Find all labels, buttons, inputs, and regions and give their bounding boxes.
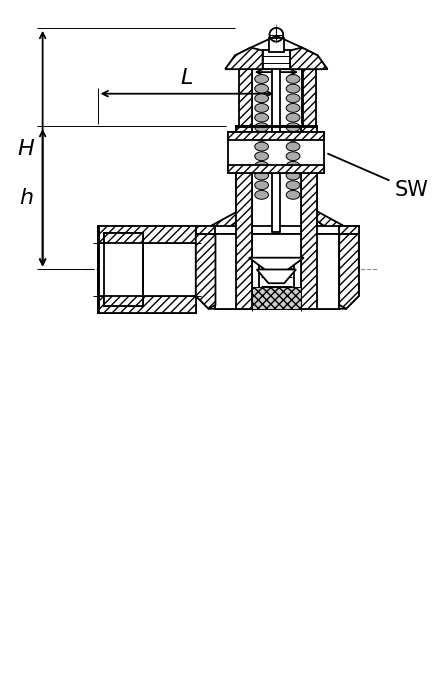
Bar <box>98 296 196 313</box>
Ellipse shape <box>286 84 300 93</box>
Bar <box>272 65 280 232</box>
Bar <box>196 226 215 234</box>
Bar <box>98 226 196 313</box>
Polygon shape <box>249 258 304 272</box>
Polygon shape <box>196 234 215 309</box>
Polygon shape <box>290 48 327 69</box>
Ellipse shape <box>286 132 300 141</box>
Polygon shape <box>225 48 262 69</box>
Bar <box>269 38 284 52</box>
Ellipse shape <box>286 190 300 199</box>
Ellipse shape <box>255 84 269 93</box>
Bar <box>103 233 143 243</box>
Bar <box>303 69 316 211</box>
Bar <box>262 50 290 69</box>
Ellipse shape <box>286 94 300 103</box>
Ellipse shape <box>255 162 269 170</box>
Text: SW: SW <box>328 154 428 200</box>
Ellipse shape <box>286 171 300 180</box>
Ellipse shape <box>286 162 300 170</box>
Bar <box>236 126 317 309</box>
Bar <box>252 287 301 309</box>
Bar <box>236 126 252 309</box>
Bar <box>259 258 294 303</box>
Polygon shape <box>257 270 296 284</box>
Bar <box>103 233 143 306</box>
Polygon shape <box>219 211 335 234</box>
Polygon shape <box>303 211 359 234</box>
Bar <box>228 132 324 173</box>
Ellipse shape <box>255 152 269 160</box>
Ellipse shape <box>255 113 269 122</box>
Ellipse shape <box>255 142 269 151</box>
Bar <box>228 132 324 140</box>
Bar <box>196 226 359 234</box>
Text: h: h <box>19 188 33 208</box>
Ellipse shape <box>255 122 269 132</box>
Ellipse shape <box>286 142 300 151</box>
Bar <box>301 126 317 309</box>
Ellipse shape <box>286 181 300 190</box>
Ellipse shape <box>255 104 269 113</box>
Ellipse shape <box>255 132 269 141</box>
Bar <box>339 226 359 234</box>
Ellipse shape <box>286 113 300 122</box>
Bar <box>228 165 324 173</box>
Bar <box>215 234 339 309</box>
Polygon shape <box>196 234 359 309</box>
Ellipse shape <box>286 152 300 160</box>
Ellipse shape <box>255 94 269 103</box>
Ellipse shape <box>255 181 269 190</box>
Ellipse shape <box>255 190 269 199</box>
Text: H: H <box>17 139 34 159</box>
Text: L: L <box>181 68 193 88</box>
Bar <box>239 69 252 211</box>
Polygon shape <box>339 234 359 309</box>
Polygon shape <box>196 211 252 234</box>
Bar <box>98 226 196 243</box>
Ellipse shape <box>255 74 269 83</box>
Ellipse shape <box>286 104 300 113</box>
Polygon shape <box>225 36 327 69</box>
Text: DN: DN <box>262 48 290 65</box>
Bar <box>252 69 303 211</box>
Bar <box>103 296 143 306</box>
Ellipse shape <box>286 122 300 132</box>
Ellipse shape <box>255 171 269 180</box>
Ellipse shape <box>286 74 300 83</box>
